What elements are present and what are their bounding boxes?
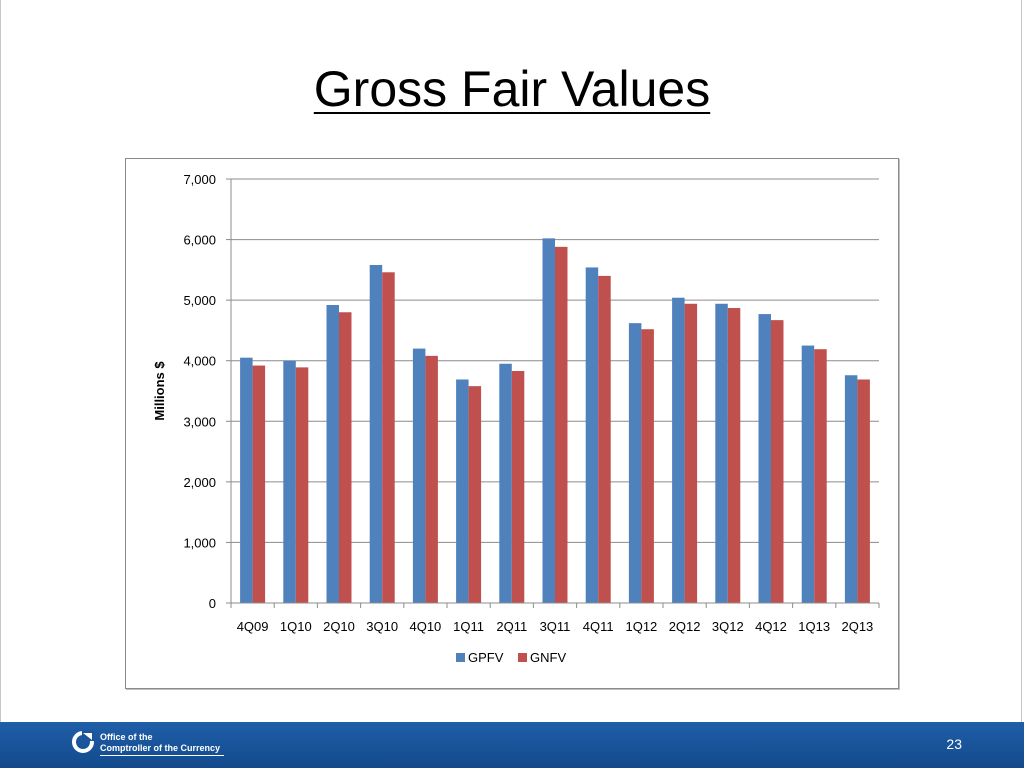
x-tick-label: 1Q13 [798,619,830,634]
bar-gpfv-3q12 [715,303,728,603]
y-tick-labels: 0 1,000 2,000 3,000 4,000 5,000 6,000 7,000 [183,172,216,611]
chart-container: 0 1,000 2,000 3,000 4,000 5,000 6,000 7,000 4Q0… [125,158,899,689]
bar-gnfv-1q13 [814,349,827,603]
bar-chart: 0 1,000 2,000 3,000 4,000 5,000 6,000 7,000 4Q0… [152,172,880,665]
occ-logo-icon [72,731,94,753]
y-tick-label: 7,000 [183,172,216,187]
bar-gpfv-3q11 [542,238,555,604]
x-tick-label: 2Q10 [323,619,355,634]
bar-gnfv-4q09 [252,365,266,603]
x-tick-label: 3Q10 [366,619,398,634]
x-tick-label: 3Q12 [712,619,744,634]
legend-label-gpfv: GPFV [468,650,504,665]
org-name-line1: Office of the [100,732,153,742]
y-tick-label: 3,000 [183,414,216,429]
legend-swatch-gnfv [518,653,527,662]
org-name-underline [100,755,224,756]
legend-label-gnfv: GNFV [530,650,566,665]
legend-swatch-gpfv [456,653,465,662]
bar-gpfv-3q10 [369,265,383,603]
x-tick-label: 2Q12 [669,619,701,634]
x-tick-label: 4Q12 [755,619,787,634]
x-tick-label: 1Q12 [625,619,657,634]
slide-title: Gross Fair Values [0,62,1024,117]
x-tick-label: 2Q13 [841,619,873,634]
bar-gpfv-1q11 [456,379,469,603]
bar-gnfv-4q10 [425,355,438,603]
bar-gpfv-2q12 [672,297,685,603]
bar-gpfv-4q11 [585,267,599,603]
y-tick-label: 5,000 [183,293,216,308]
y-tick-label: 0 [209,596,216,611]
x-tick-label: 4Q11 [583,619,614,634]
footer-bar: Office of the Comptroller of the Currenc… [0,722,1024,768]
bar-gnfv-2q12 [684,303,698,603]
bar-gnfv-1q11 [468,386,482,603]
y-tick-label: 1,000 [183,535,216,550]
bar-gpfv-2q11 [499,363,512,603]
bar-gpfv-4q12 [758,314,771,603]
slide-frame [0,0,1022,722]
bar-gnfv-3q12 [727,308,741,603]
bars [240,238,870,604]
org-name-line2: Comptroller of the Currency [100,743,221,753]
bar-gnfv-4q12 [771,320,784,603]
bar-gpfv-4q09 [240,357,253,603]
bar-gnfv-3q11 [555,246,568,603]
y-tick-label: 2,000 [183,475,216,490]
page-number: 23 [946,736,962,752]
x-tick-label: 2Q11 [496,619,527,634]
bar-gpfv-1q12 [628,323,642,603]
bar-gnfv-1q10 [295,367,309,603]
x-tick-label: 4Q10 [409,619,441,634]
x-tick-label: 4Q09 [237,619,269,634]
bar-gnfv-3q10 [382,272,395,603]
legend: GPFV GNFV [456,650,566,665]
y-axis-label: Millions $ [152,361,167,421]
x-tick-label: 3Q11 [540,619,571,634]
bar-gnfv-4q11 [598,275,611,603]
bar-gnfv-1q12 [641,329,654,603]
x-tick-labels: 4Q09 1Q10 2Q10 3Q10 4Q10 1Q11 2Q11 3Q11 4Q11 1Q12… [237,619,874,634]
bar-gnfv-2q13 [857,379,870,603]
y-tick-label: 6,000 [183,233,216,248]
bar-gpfv-1q13 [801,345,815,603]
x-tick-label: 1Q10 [280,619,312,634]
bar-gpfv-4q10 [412,348,426,603]
bar-gnfv-2q10 [339,312,352,603]
slide-title-text: Gross Fair Values [313,61,711,117]
bar-gpfv-1q10 [283,360,296,603]
bar-gnfv-2q11 [511,371,525,603]
axes [226,178,880,608]
bar-gpfv-2q13 [844,375,858,603]
bar-gpfv-2q10 [326,304,339,603]
x-tick-label: 1Q11 [453,619,484,634]
y-tick-label: 4,000 [183,354,216,369]
org-name: Office of the Comptroller of the Currenc… [100,732,224,756]
